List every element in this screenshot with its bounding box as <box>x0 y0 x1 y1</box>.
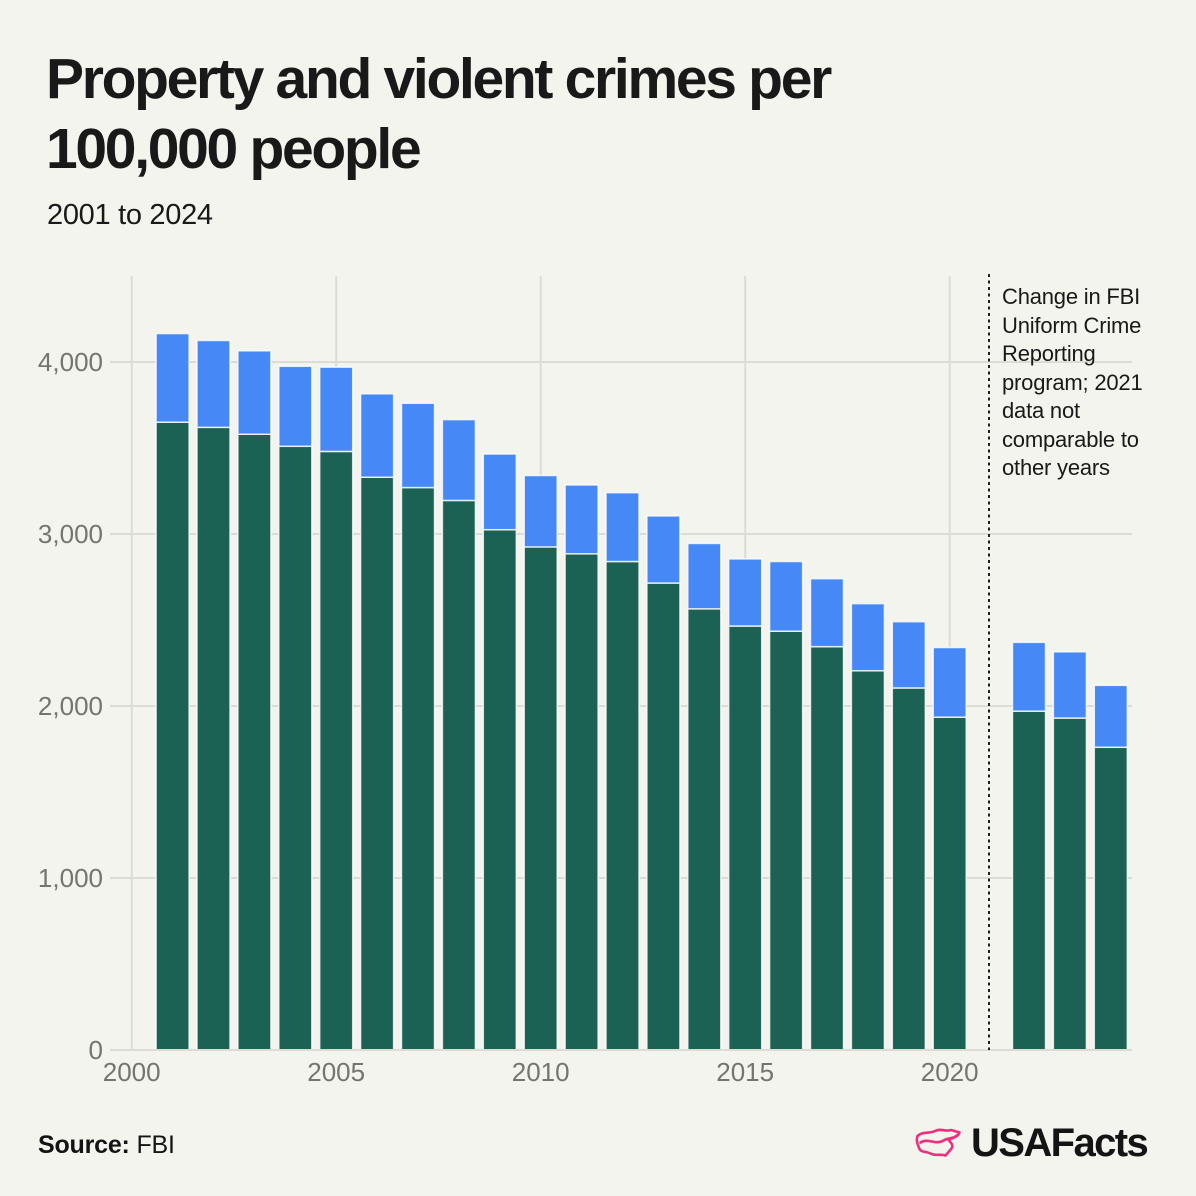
x-tick-label-2000: 2000 <box>103 1057 161 1087</box>
y-tick-label-1,000: 1,000 <box>38 863 103 893</box>
page-title-line-2: 100,000 people <box>46 117 422 181</box>
bar-2002-property <box>196 426 231 1051</box>
annotation-line: Uniform Crime <box>1002 312 1142 338</box>
y-tick-label-3,000: 3,000 <box>38 519 103 549</box>
bar-2004-violent <box>278 365 313 448</box>
bar-2011-violent <box>564 484 599 555</box>
bar-2020-violent <box>932 646 967 718</box>
bar-2024-violent <box>1093 684 1129 749</box>
bar-2001-property <box>155 421 190 1051</box>
bar-2012-property <box>605 560 640 1051</box>
bar-2014-violent <box>687 542 722 610</box>
bars <box>155 332 1129 1051</box>
bar-2022-property <box>1011 710 1047 1051</box>
bar-2011-property <box>564 553 599 1051</box>
bar-2006-violent <box>359 393 395 478</box>
bar-2005-violent <box>318 366 354 453</box>
x-tick-label-2010: 2010 <box>512 1057 570 1087</box>
page-subtitle: 2001 to 2024 <box>47 199 213 231</box>
x-tick-label-2005: 2005 <box>307 1057 365 1087</box>
bar-2017-property <box>809 645 845 1051</box>
y-tick-label-4,000: 4,000 <box>38 347 103 377</box>
y-tick-label-0: 0 <box>89 1035 103 1065</box>
usafacts-flag-icon <box>915 1128 961 1157</box>
bar-2001-violent <box>155 332 190 423</box>
annotation-line: Change in FBI <box>1002 284 1141 309</box>
annotation-line: Reporting <box>1002 341 1096 366</box>
annotation-line: other years <box>1002 455 1110 480</box>
bar-2019-violent <box>891 620 927 689</box>
bar-2015-violent <box>727 558 763 627</box>
bar-2019-property <box>891 687 927 1051</box>
bar-2018-property <box>850 669 886 1051</box>
bar-2023-violent <box>1052 651 1088 719</box>
source-note: Source: FBI <box>38 1131 175 1160</box>
source-label: Source: <box>38 1131 130 1159</box>
x-tick-label-2020: 2020 <box>921 1057 979 1087</box>
annotation-line: program; 2021 <box>1002 369 1143 395</box>
bar-2006-property <box>359 476 395 1051</box>
page-title-line-1: Property and violent crimes per <box>46 47 832 111</box>
bar-2008-violent <box>441 418 477 502</box>
bar-2013-violent <box>646 515 681 584</box>
bar-2005-property <box>318 450 354 1051</box>
bar-2008-property <box>441 499 477 1051</box>
y-tick-labels: 0 1,000 2,000 3,000 4,000 <box>38 347 103 1065</box>
bar-2016-property <box>768 630 804 1051</box>
annotation-line: comparable to <box>1002 426 1139 452</box>
bar-2002-violent <box>196 339 231 429</box>
bar-2007-violent <box>400 402 436 489</box>
annotation-line: data not <box>1002 398 1080 423</box>
bar-2023-property <box>1052 717 1088 1051</box>
source-value: FBI <box>136 1131 175 1159</box>
annotation-note: Change in FBI Uniform Crime Reporting pr… <box>1002 283 1180 483</box>
usafacts-wordmark: USAFacts <box>971 1120 1149 1165</box>
bar-2015-property <box>727 625 763 1051</box>
bar-2024-property <box>1093 746 1129 1051</box>
usafacts-logo: USAFacts <box>915 1120 1149 1166</box>
bar-2003-property <box>237 433 272 1051</box>
x-tick-labels: 2000 2005 2010 2015 2020 <box>103 1057 979 1087</box>
bar-2003-violent <box>237 350 272 435</box>
bar-2004-property <box>278 445 313 1051</box>
bar-2012-violent <box>605 491 640 563</box>
bar-2018-violent <box>850 602 886 672</box>
bar-2022-violent <box>1011 641 1047 712</box>
bar-2013-property <box>646 582 681 1051</box>
y-tick-label-2,000: 2,000 <box>38 691 103 721</box>
bar-2010-violent <box>523 474 558 548</box>
bar-2009-property <box>482 528 518 1051</box>
bar-2020-property <box>932 716 967 1051</box>
bar-2010-property <box>523 546 558 1051</box>
bar-2014-property <box>687 608 722 1051</box>
bar-2017-violent <box>809 577 845 648</box>
bar-2007-property <box>400 486 436 1051</box>
bar-2016-violent <box>768 560 804 632</box>
x-tick-label-2015: 2015 <box>716 1057 774 1087</box>
bar-2009-violent <box>482 453 518 531</box>
page-title: Property and violent crimes per 100,000 p… <box>46 44 986 184</box>
